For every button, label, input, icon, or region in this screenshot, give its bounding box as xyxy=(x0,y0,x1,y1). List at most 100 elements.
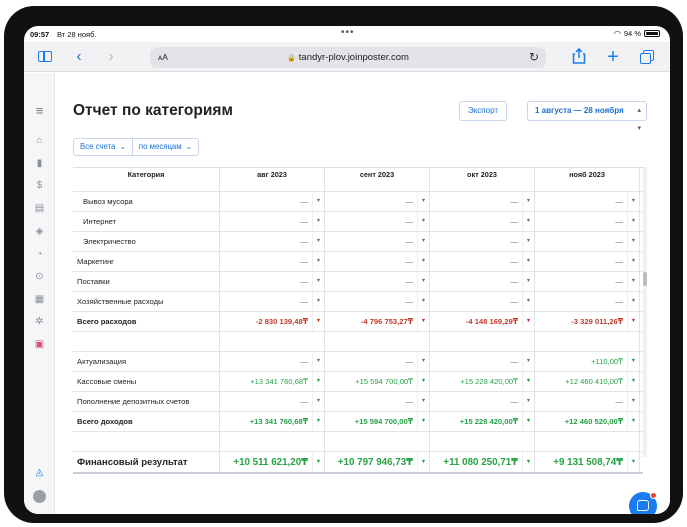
reader-settings-button[interactable]: ᴀA xyxy=(158,52,168,62)
chevron-down-icon[interactable]: ▼ xyxy=(417,392,429,411)
export-button[interactable]: Экспорт xyxy=(459,101,507,121)
chevron-down-icon[interactable]: ▼ xyxy=(627,252,639,271)
chevron-down-icon[interactable]: ▼ xyxy=(522,452,534,472)
period-filter[interactable]: по месяцам ⌄ xyxy=(131,139,198,155)
table-row[interactable]: Пополнение депозитных счетов — ▼ — ▼ — ▼ — ▼ xyxy=(73,392,643,412)
chevron-down-icon[interactable]: ▼ xyxy=(417,412,429,431)
chevron-down-icon[interactable]: ▼ xyxy=(627,192,639,211)
chevron-down-icon[interactable]: ▼ xyxy=(627,412,639,431)
chevron-down-icon[interactable]: ▼ xyxy=(417,452,429,472)
chevron-down-icon[interactable]: ▼ xyxy=(312,232,324,251)
cell-value: — xyxy=(615,237,623,246)
table-row[interactable]: Поставки — ▼ — ▼ — ▼ — ▼ xyxy=(73,272,643,292)
chevron-down-icon[interactable]: ▼ xyxy=(522,352,534,371)
column-header-sep: сент 2023 xyxy=(325,168,430,191)
finance-icon[interactable]: $ xyxy=(36,180,43,191)
address-bar[interactable]: ᴀA 🔒 tandyr-plov.joinposter.com ↻ xyxy=(150,47,546,68)
chevron-down-icon[interactable]: ▼ xyxy=(627,212,639,231)
chevron-down-icon[interactable]: ▼ xyxy=(312,212,324,231)
financial-result-row[interactable]: Финансовый результат +10 511 621,20₸ ▼ +1… xyxy=(73,452,643,474)
reload-icon[interactable]: ↻ xyxy=(528,50,539,64)
chevron-down-icon[interactable]: ▼ xyxy=(522,392,534,411)
total-income-row[interactable]: Всего доходов +13 341 760,68₸ ▼ +15 594 7… xyxy=(73,412,643,432)
chevron-down-icon[interactable]: ▼ xyxy=(417,212,429,231)
chevron-down-icon[interactable]: ▼ xyxy=(522,292,534,311)
chevron-down-icon[interactable]: ▼ xyxy=(312,352,324,371)
new-tab-button[interactable]: + xyxy=(607,46,619,68)
multitask-dots-icon[interactable]: ••• xyxy=(341,27,355,38)
chevron-down-icon[interactable]: ▼ xyxy=(522,272,534,291)
applications-icon[interactable]: ▦ xyxy=(34,294,45,305)
chevron-down-icon[interactable]: ▼ xyxy=(417,272,429,291)
chevron-down-icon[interactable]: ▼ xyxy=(522,252,534,271)
chevron-down-icon[interactable]: ▼ xyxy=(627,292,639,311)
back-button[interactable]: ‹ xyxy=(76,48,82,65)
table-row[interactable]: Вывоз мусора — ▼ — ▼ — ▼ — ▼ xyxy=(73,192,643,212)
chevron-down-icon[interactable]: ▼ xyxy=(312,392,324,411)
row-label: Электричество xyxy=(73,232,220,251)
forward-button[interactable]: › xyxy=(108,48,114,65)
chevron-down-icon[interactable]: ▼ xyxy=(312,372,324,391)
notification-bell-icon[interactable]: ◬ xyxy=(35,467,44,478)
chevron-down-icon[interactable]: ▼ xyxy=(627,392,639,411)
chevron-down-icon[interactable]: ▼ xyxy=(417,192,429,211)
chevron-down-icon[interactable]: ▼ xyxy=(627,452,639,472)
table-row[interactable]: Кассовые смены +13 341 760,68₸ ▼ +15 594 … xyxy=(73,372,643,392)
scrollbar-thumb[interactable] xyxy=(643,272,647,286)
cell-value: +10 511 621,20₸ xyxy=(233,457,308,468)
chevron-down-icon[interactable]: ▼ xyxy=(417,312,429,331)
chevron-down-icon[interactable]: ▼ xyxy=(417,232,429,251)
total-expenses-row[interactable]: Всего расходов -2 830 139,48₸ ▼ -4 796 75… xyxy=(73,312,643,332)
table-row[interactable]: Актуализация — ▼ — ▼ — ▼ +110,00₸ ▼ xyxy=(73,352,643,372)
chevron-down-icon[interactable]: ▼ xyxy=(312,452,324,472)
marketing-icon[interactable]: ◔ xyxy=(36,249,43,260)
chevron-down-icon[interactable]: ▼ xyxy=(522,232,534,251)
chevron-down-icon[interactable]: ▼ xyxy=(312,252,324,271)
chevron-down-icon[interactable]: ▼ xyxy=(417,352,429,371)
table-row[interactable]: Электричество — ▼ — ▼ — ▼ — ▼ xyxy=(73,232,643,252)
chevron-down-icon[interactable]: ▼ xyxy=(627,272,639,291)
cell-value: — xyxy=(405,197,413,206)
home-icon[interactable]: ⌂ xyxy=(36,135,43,146)
chevron-down-icon[interactable]: ▼ xyxy=(522,192,534,211)
chevron-down-icon[interactable]: ▼ xyxy=(627,232,639,251)
chevron-down-icon[interactable]: ▼ xyxy=(627,312,639,331)
menu-items-icon[interactable]: ▤ xyxy=(34,203,45,214)
gift-icon[interactable]: ▣ xyxy=(34,339,45,350)
row-label: Финансовый результат xyxy=(73,452,220,472)
filter-group: Все счета ⌄ по месяцам ⌄ xyxy=(73,138,200,156)
chevron-down-icon[interactable]: ▼ xyxy=(522,372,534,391)
share-button[interactable] xyxy=(570,47,588,66)
share-icon xyxy=(572,47,586,64)
table-row[interactable]: Интернет — ▼ — ▼ — ▼ — ▼ xyxy=(73,212,643,232)
chevron-down-icon[interactable]: ▼ xyxy=(522,412,534,431)
access-icon[interactable]: ⊙ xyxy=(35,271,44,282)
chevron-down-icon[interactable]: ▼ xyxy=(312,292,324,311)
menu-icon[interactable]: ≡ xyxy=(35,103,44,118)
chevron-down-icon[interactable]: ▼ xyxy=(417,292,429,311)
chevron-down-icon[interactable]: ▼ xyxy=(417,252,429,271)
avatar[interactable] xyxy=(33,490,46,503)
chevron-down-icon[interactable]: ▼ xyxy=(312,272,324,291)
chevron-down-icon[interactable]: ▼ xyxy=(522,212,534,231)
date-range-picker[interactable]: 1 августа — 28 ноября ▴ ▾ xyxy=(527,101,647,132)
chevron-down-icon[interactable]: ▼ xyxy=(627,372,639,391)
chevron-down-icon[interactable]: ▼ xyxy=(627,352,639,371)
warehouse-icon[interactable]: ◈ xyxy=(35,226,44,237)
sidebar-toggle-button[interactable] xyxy=(36,48,54,66)
status-time: 09:57 xyxy=(30,30,50,39)
settings-gear-icon[interactable]: ✲ xyxy=(35,316,44,327)
column-header-aug: авг 2023 xyxy=(220,168,325,191)
accounts-filter[interactable]: Все счета ⌄ xyxy=(74,139,132,155)
chevron-down-icon[interactable]: ▼ xyxy=(312,412,324,431)
chevron-down-icon[interactable]: ▼ xyxy=(312,312,324,331)
table-scrollbar[interactable] xyxy=(643,167,647,457)
tabs-overview-button[interactable] xyxy=(638,48,656,66)
table-row[interactable]: Маркетинг — ▼ — ▼ — ▼ — ▼ xyxy=(73,252,643,272)
support-chat-button[interactable] xyxy=(629,492,657,514)
chevron-down-icon[interactable]: ▼ xyxy=(522,312,534,331)
table-row[interactable]: Хозяйственные расходы — ▼ — ▼ — ▼ — ▼ xyxy=(73,292,643,312)
chevron-down-icon[interactable]: ▼ xyxy=(312,192,324,211)
statistics-icon[interactable]: ▮ xyxy=(36,158,43,169)
chevron-down-icon[interactable]: ▼ xyxy=(417,372,429,391)
